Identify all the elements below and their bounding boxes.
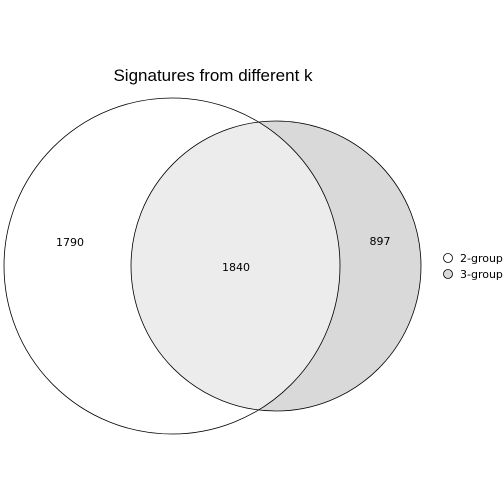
set-outline-3group xyxy=(130,120,422,412)
overlap-region xyxy=(131,121,340,411)
count-only-2group: 1790 xyxy=(56,236,84,249)
set-outline-2group xyxy=(3,97,341,435)
count-overlap: 1840 xyxy=(222,261,250,274)
legend: 2-group 3-group xyxy=(443,252,503,281)
legend-swatch-3group xyxy=(443,269,453,279)
diagram-title: Signatures from different k xyxy=(113,66,313,85)
count-only-3group: 897 xyxy=(370,235,391,248)
legend-label-3group: 3-group xyxy=(460,268,503,281)
legend-label-2group: 2-group xyxy=(460,252,503,265)
legend-swatch-2group xyxy=(443,253,453,263)
